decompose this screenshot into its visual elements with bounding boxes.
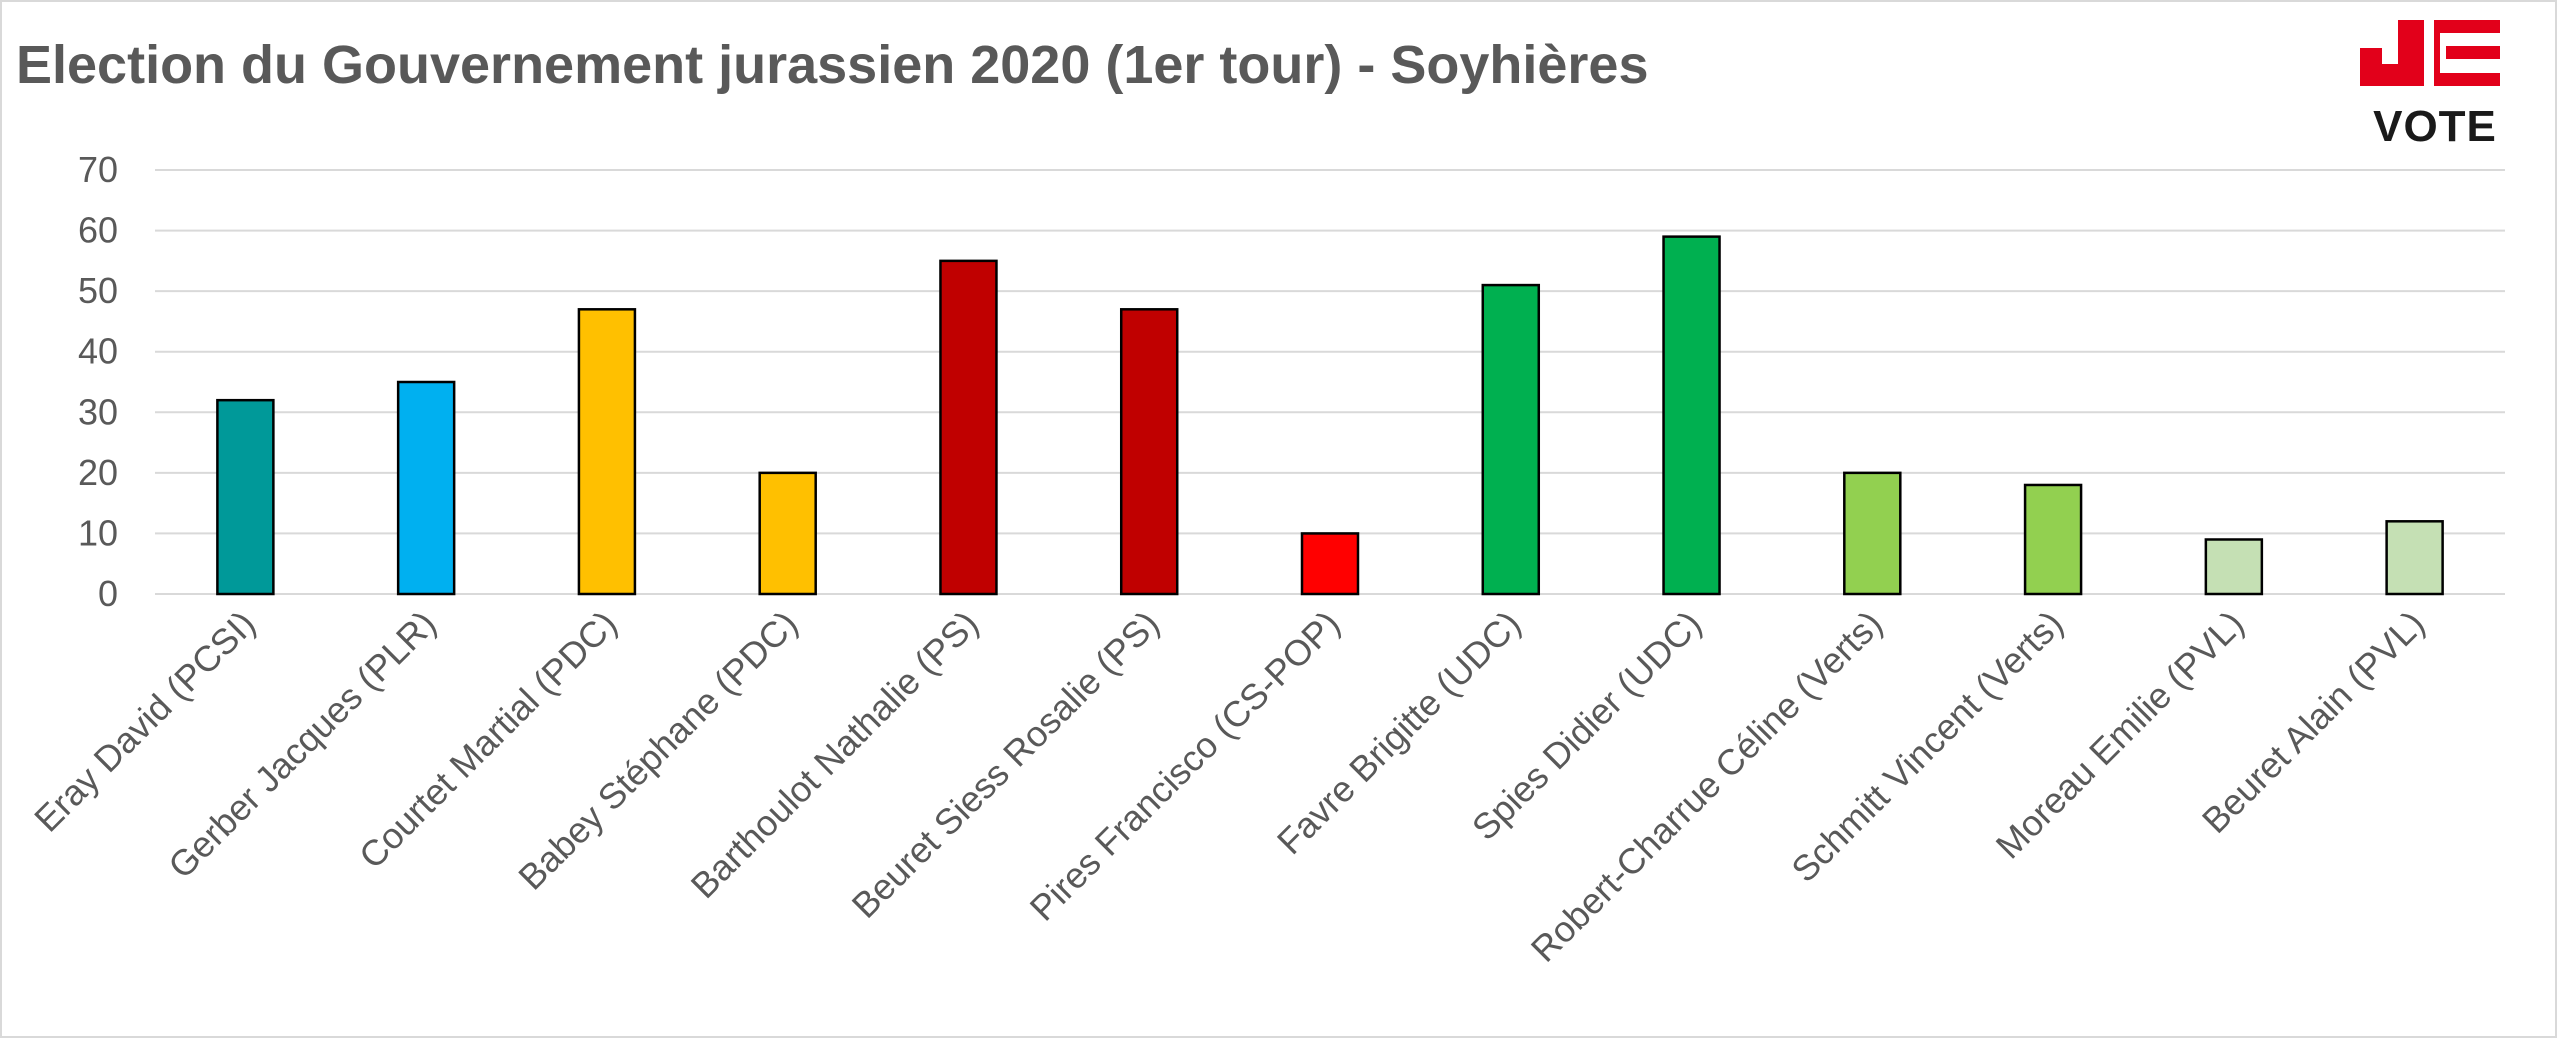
bar	[396, 380, 456, 596]
bar	[1119, 308, 1179, 596]
bar	[1662, 235, 1721, 596]
bar	[2023, 483, 2083, 596]
y-tick-label: 70	[78, 149, 118, 190]
bar	[758, 471, 817, 596]
y-tick-label: 0	[98, 573, 118, 614]
bar	[939, 259, 998, 596]
bar	[2204, 538, 2264, 596]
y-tick-label: 30	[78, 391, 118, 432]
bar	[2385, 520, 2444, 596]
je-logo-mark	[2360, 20, 2500, 86]
bar	[216, 398, 275, 596]
logo-vote-text: VOTE	[2373, 102, 2497, 151]
bar	[1481, 283, 1541, 596]
bar	[1843, 471, 1902, 596]
bar	[1300, 532, 1360, 596]
x-tick-label: Beuret Siess Rosalie (PS)	[844, 603, 1167, 926]
x-tick-label: Pires Francisco (CS-POP)	[1022, 603, 1348, 929]
chart-title: Election du Gouvernement jurassien 2020 …	[16, 35, 1649, 95]
y-tick-label: 40	[78, 331, 118, 372]
y-tick-label: 10	[78, 512, 118, 553]
x-tick-label: Robert-Charrue Céline (Verts)	[1523, 603, 1890, 970]
y-tick-label: 50	[78, 270, 118, 311]
y-tick-label: 20	[78, 452, 118, 493]
x-tick-label: Barthoulot Nathalie (PS)	[683, 603, 986, 906]
y-tick-label: 60	[78, 210, 118, 251]
bar	[577, 308, 637, 596]
je-vote-logo: VOTE	[2360, 20, 2510, 151]
